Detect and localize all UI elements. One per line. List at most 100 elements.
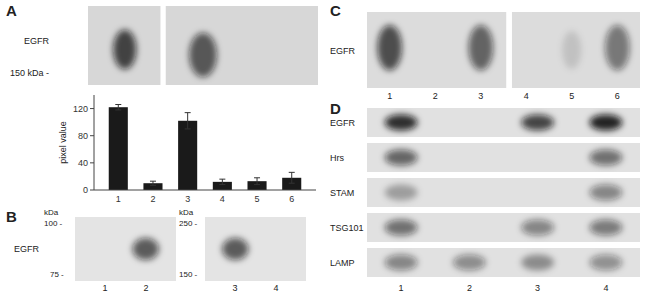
error-cap (254, 184, 260, 185)
error-bar (150, 181, 156, 185)
blot-band (222, 238, 248, 260)
bar (109, 107, 128, 190)
blot-membrane (367, 12, 506, 88)
blot-band (562, 31, 581, 69)
annotation: 6 (615, 91, 620, 101)
error-line (291, 172, 292, 183)
blot-band (385, 149, 418, 165)
annotation: 1 (102, 283, 107, 293)
blot (367, 248, 640, 277)
annotation: 100 - (44, 219, 63, 228)
blot-band (589, 114, 622, 130)
panel-label: C (330, 2, 341, 19)
annotation: EGFR (24, 36, 50, 46)
annotation: 3 (232, 283, 237, 293)
annotation: 150 kDa - (10, 68, 49, 78)
annotation: 3 (478, 91, 483, 101)
x-tick-label: 4 (220, 194, 225, 204)
blot-band (113, 30, 136, 69)
annotation: 4 (273, 283, 278, 293)
error-cap (254, 177, 260, 178)
blot (205, 217, 306, 281)
error-line (118, 105, 119, 110)
blot-band (605, 25, 630, 71)
blot-membrane (88, 6, 160, 85)
panel-label: A (6, 2, 17, 19)
y-tick (90, 135, 94, 136)
blot-band (589, 219, 622, 235)
blot-bands (133, 238, 159, 260)
error-cap (219, 184, 225, 185)
y-tick-label: 0 (83, 185, 88, 195)
error-cap (115, 109, 121, 110)
blot-bands (385, 184, 623, 200)
y-axis-label: pixel value (58, 121, 68, 164)
blot (367, 12, 640, 88)
error-line (257, 178, 258, 185)
blot-membrane (367, 178, 640, 207)
blot-membrane (367, 108, 640, 137)
y-tick-label: 40 (78, 158, 88, 168)
error-cap (185, 128, 191, 129)
blot-band (521, 219, 554, 235)
error-cap (289, 172, 295, 173)
error-cap (150, 181, 156, 182)
error-cap (115, 104, 121, 105)
annotation: 150 - (179, 270, 198, 279)
blot (367, 143, 640, 172)
blot (367, 213, 640, 242)
blot-band (189, 33, 217, 77)
y-tick-label: 120 (73, 104, 88, 114)
blot-band (589, 149, 622, 165)
annotation: EGFR (330, 46, 356, 56)
blot-band (385, 184, 418, 200)
blot-membrane (367, 143, 640, 172)
blot-band (469, 25, 494, 71)
annotation: kDa (44, 208, 59, 217)
blot (367, 108, 640, 137)
blot-membrane (367, 213, 640, 242)
blot-membrane (166, 6, 318, 85)
annotation: EGFR (330, 118, 356, 128)
error-line (152, 181, 153, 185)
x-tick-label: 5 (255, 194, 260, 204)
blot-band (385, 254, 418, 270)
annotation: kDa (179, 208, 194, 217)
blot (75, 217, 176, 281)
blot-bands (385, 219, 623, 235)
error-bar (254, 178, 260, 185)
blot (367, 178, 640, 207)
annotation: 1 (399, 283, 404, 293)
blot-bands (385, 149, 623, 165)
annotation: 4 (603, 283, 608, 293)
error-bar (289, 172, 295, 183)
error-line (187, 113, 188, 129)
bar (178, 121, 197, 190)
blot-bands (377, 25, 629, 71)
figure: AEGFR150 kDa -BkDa100 -EGFR75 -12kDa250 … (0, 0, 650, 293)
error-line (222, 179, 223, 184)
blot-band (453, 254, 486, 270)
blot-band (385, 219, 418, 235)
annotation: 250 - (179, 219, 198, 228)
error-bar (115, 105, 121, 110)
annotation: EGFR (14, 244, 40, 254)
error-cap (150, 185, 156, 186)
blot-bands (385, 114, 623, 130)
annotation: TSG101 (330, 223, 364, 233)
bar-chart: 04080120123456pixel value (58, 95, 316, 204)
y-tick-label: 80 (78, 131, 88, 141)
error-bar (219, 179, 225, 184)
y-tick (90, 162, 94, 163)
blot-band (133, 238, 159, 260)
annotation: STAM (330, 188, 354, 198)
annotation: 2 (433, 91, 438, 101)
error-bar (185, 113, 191, 129)
blot-bands (113, 30, 217, 77)
y-axis-line (94, 95, 95, 190)
annotation: 2 (143, 283, 148, 293)
blot-bands (222, 238, 248, 260)
annotation: LAMP (330, 258, 355, 268)
blot-membrane (367, 248, 640, 277)
y-tick (90, 190, 94, 191)
